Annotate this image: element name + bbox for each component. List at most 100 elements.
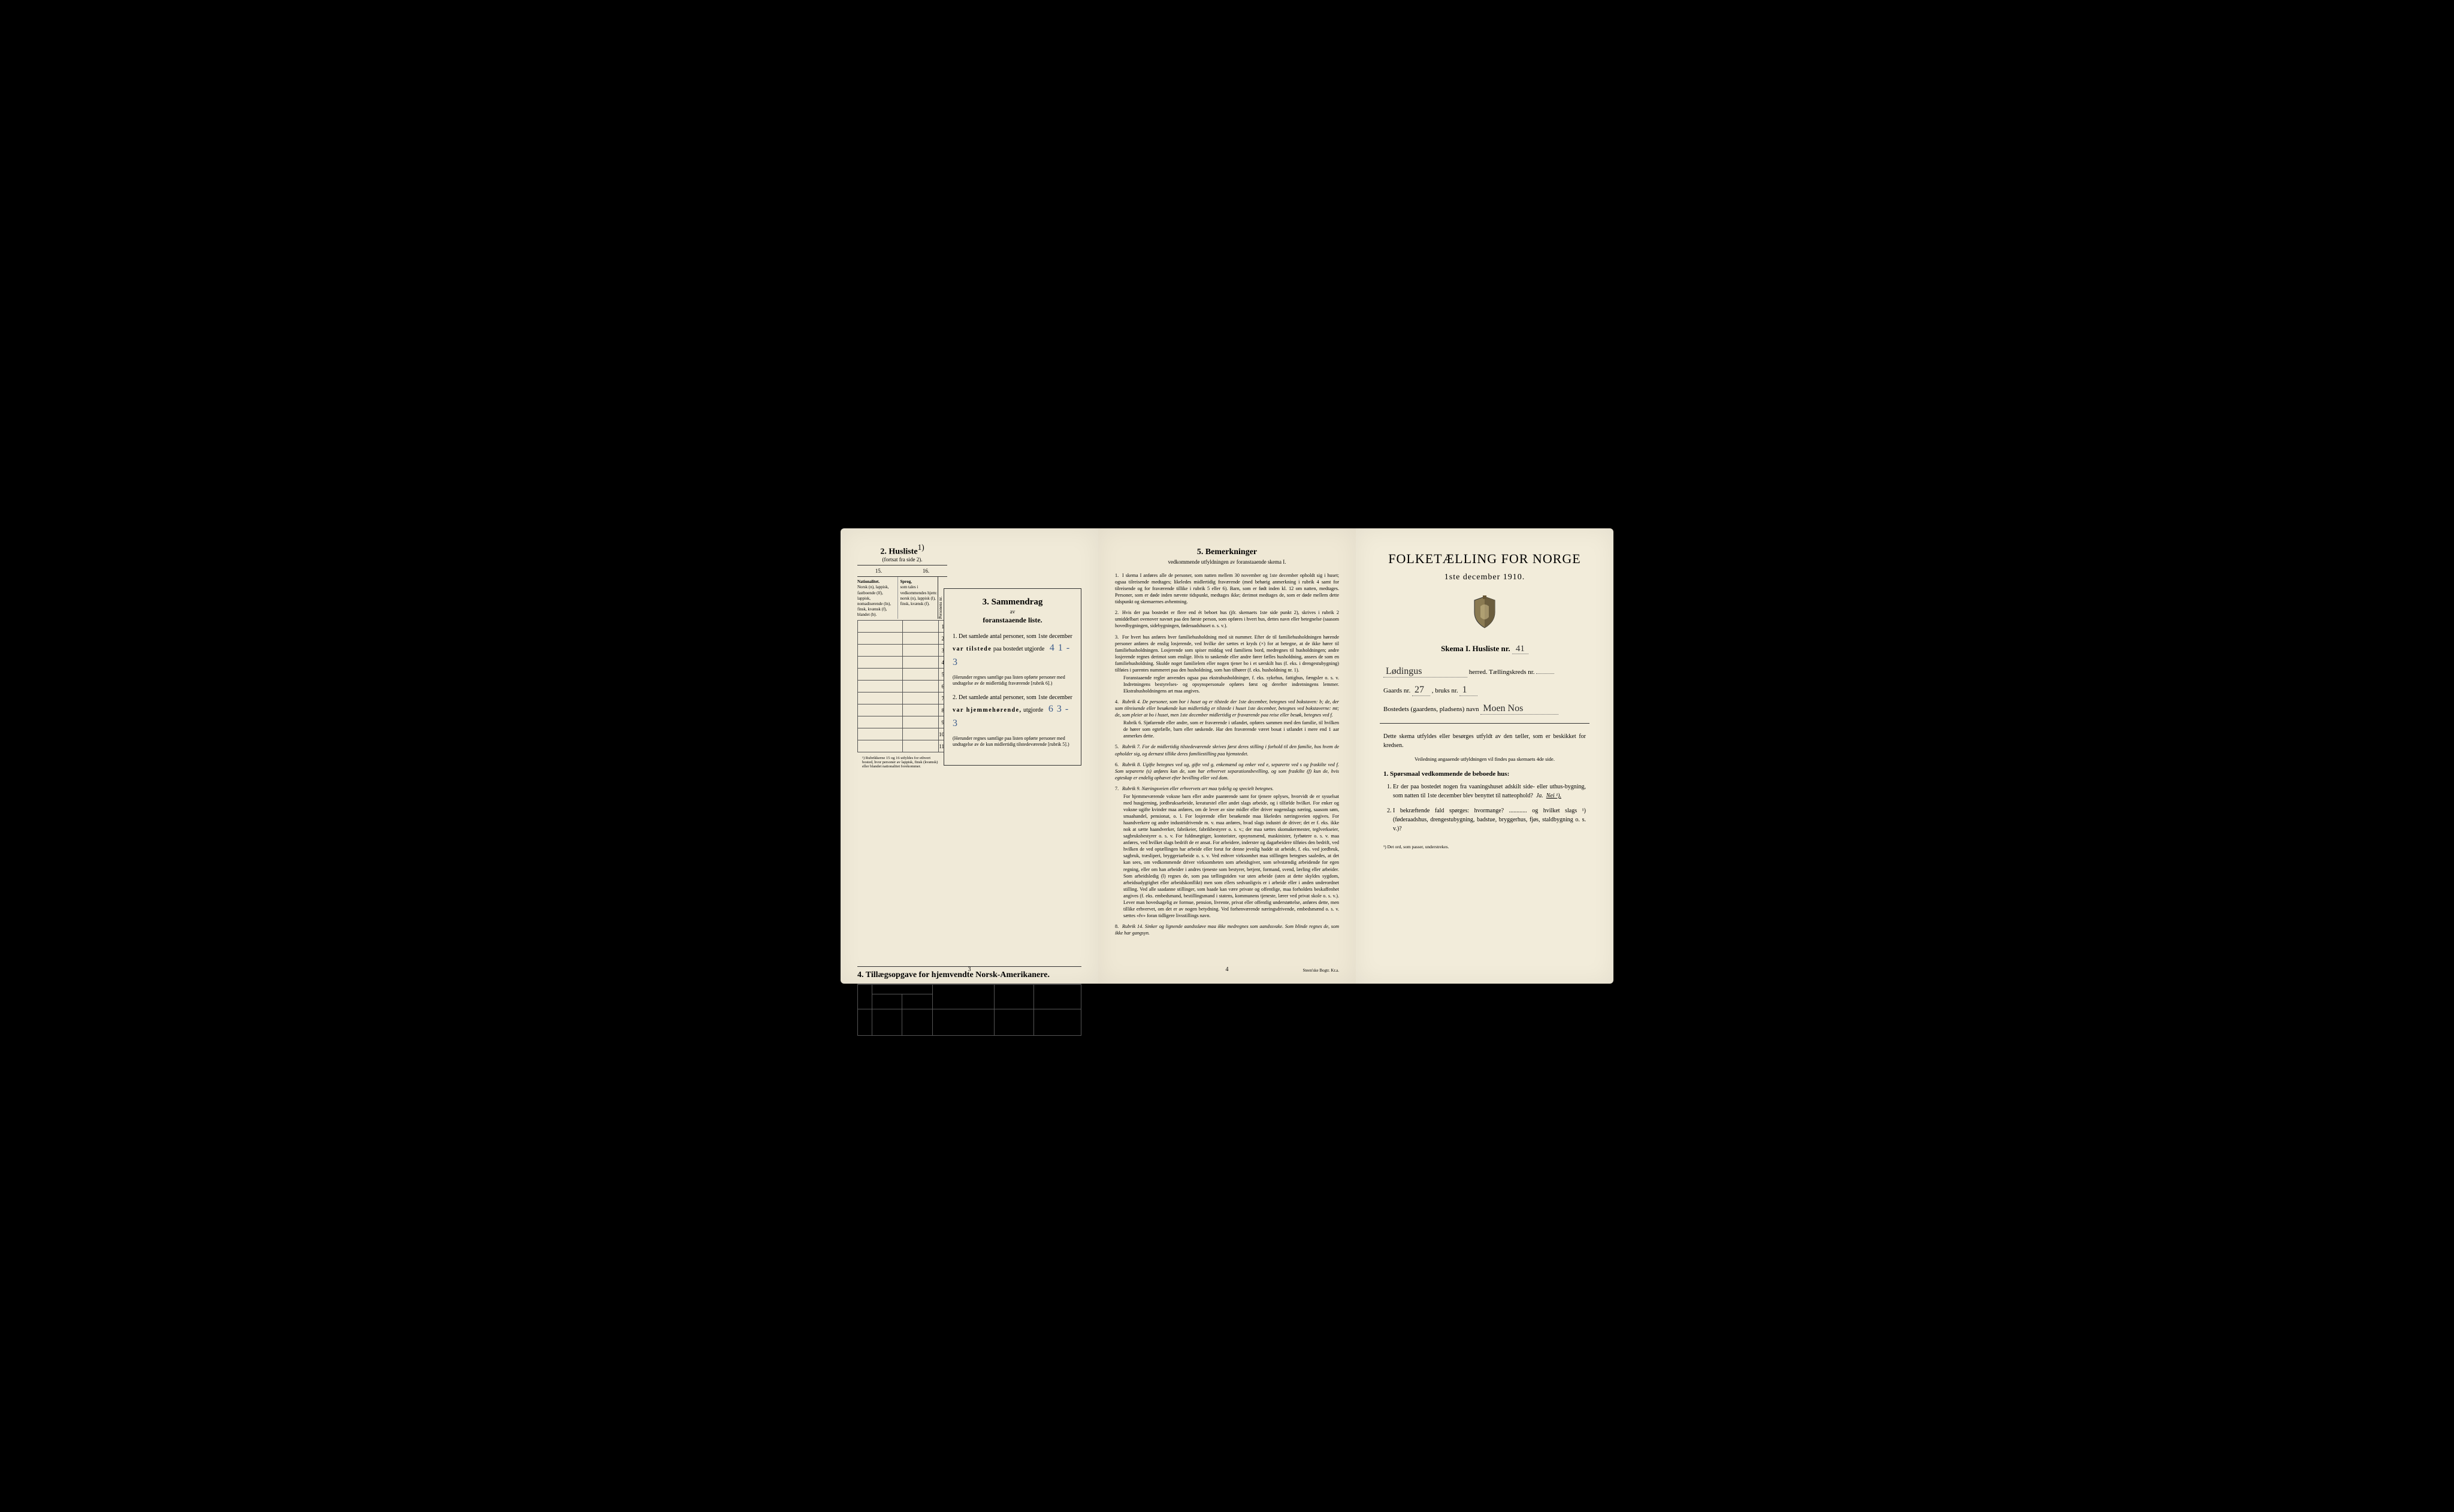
remark-5: 5.Rubrik 7. For de midlertidig tilstedev… <box>1115 743 1339 757</box>
table-header-row: Nr.²) I hvilket aar Fra hvilket bosted (… <box>858 985 1081 994</box>
bruks-nr: 1 <box>1459 685 1477 696</box>
divider <box>1380 723 1589 724</box>
q2-text: I bekræftende fald spørges: hvormange? .… <box>1393 808 1586 832</box>
kreds-nr <box>1536 673 1554 674</box>
section-2-header: 2. Husliste1) (fortsat fra side 2). <box>857 543 947 563</box>
table-row: 5 <box>858 669 947 681</box>
bosted-line: Bostedets (gaardens, pladsens) navn Moen… <box>1383 703 1586 715</box>
remark-text: Rubrik 9. Næringsveien eller erhvervets … <box>1122 786 1274 791</box>
summary-item-1: 1. Det samlede antal personer, som 1ste … <box>953 632 1072 670</box>
remarks-list: 1.I skema I anføres alle de personer, so… <box>1115 572 1339 936</box>
section-2-table: 1 2 3 4 5 6 7 8 9 10 11 <box>857 620 947 752</box>
th-aar: I hvilket aar <box>872 985 933 994</box>
th-bosted: Fra hvilket bosted (ɔ: herred eller by) … <box>933 985 995 1009</box>
section-5-title: 5. Bemerkninger <box>1115 548 1339 557</box>
question-heading: 1. Spørsmaal vedkommende de beboede hus: <box>1383 770 1586 778</box>
remark-8: 8.Rubrik 14. Sinker og lignende aandsslø… <box>1115 923 1339 936</box>
section-4-footnote: ²) ɔ: Det nr. som vedkommende har i fora… <box>857 1051 1081 1057</box>
question-1: Er der paa bostedet nogen fra vaaningshu… <box>1393 782 1586 800</box>
remark-2: 2.Hvis der paa bostedet er flere end ét … <box>1115 609 1339 629</box>
section-2-sup: 1) <box>918 543 924 552</box>
remark-text: Rubrik 7. For de midlertidig tilstedevær… <box>1115 744 1339 756</box>
remark-text: Rubrik 4. De personer, som bor i huset o… <box>1115 699 1339 718</box>
remark-text: Rubrik 8. Ugifte betegnes ved ug, gifte … <box>1115 762 1339 781</box>
q1-ja: Ja. <box>1536 793 1543 799</box>
husliste-nr: 41 <box>1512 644 1528 654</box>
page-3: 2. Husliste1) (fortsat fra side 2). 15. … <box>841 528 1098 984</box>
remark-text: For hvert hus anføres hver familiehushol… <box>1115 634 1339 673</box>
coat-of-arms-icon <box>1373 595 1597 632</box>
section-3-box: 3. Sammendrag av foranstaaende liste. 1.… <box>944 588 1081 766</box>
section-3-sub2: foranstaaende liste. <box>953 616 1072 625</box>
col-16-body: som tales i vedkommendes hjem: norsk (n)… <box>900 585 938 606</box>
col-15-head: Nationalitet. <box>857 579 880 584</box>
section-2-colnums: 15. 16. <box>857 565 947 577</box>
section-2-subtitle: (fortsat fra side 2). <box>857 557 947 563</box>
col-15: 15. <box>857 568 900 574</box>
th-ut: utflyttet fra Norge? <box>872 994 902 1009</box>
remark-1: 1.I skema I anføres alle de personer, so… <box>1115 572 1339 605</box>
page-4: 5. Bemerkninger vedkommende utfyldningen… <box>1098 528 1356 984</box>
section-3-sub1: av <box>953 609 1072 615</box>
instruction-sub: Veiledning angaaende utfyldningen vil fi… <box>1383 756 1586 762</box>
item1-rest: paa bostedet utgjorde <box>993 646 1045 652</box>
remark-sub: Rubrik 6. Sjøfarende eller andre, som er… <box>1115 719 1339 739</box>
remark-sub: For hjemmeværende voksne barn eller andr… <box>1115 793 1339 919</box>
herred-line: Lødingus herred. Tællingskreds nr. <box>1383 666 1586 678</box>
table-row: 8 <box>858 704 947 716</box>
table-row: 10 <box>858 728 947 740</box>
section-4: 4. Tillægsopgave for hjemvendte Norsk-Am… <box>857 966 1081 1057</box>
skema-label: Skema I. Husliste nr. <box>1441 644 1510 653</box>
table-row: 1 <box>858 621 947 633</box>
question-list: Er der paa bostedet nogen fra vaaningshu… <box>1393 782 1586 833</box>
table-row: 2 <box>858 633 947 645</box>
th-stilling: I hvilken stilling arbeidet i Amerika? <box>1034 985 1081 1009</box>
section-2-footnote: ¹) Rubrikkerne 15 og 16 utfyldes for eth… <box>857 756 947 769</box>
table-row: 6 <box>858 681 947 693</box>
section-2-headers: Nationalitet. Norsk (n), lappisk, fastbo… <box>857 577 947 619</box>
section-2-title: 2. Husliste <box>880 547 917 556</box>
bosted-name: Moen Nos <box>1480 703 1558 715</box>
item1-lead: 1. Det samlede antal personer, som 1ste … <box>953 633 1072 640</box>
instruction-text: Dette skema utfyldes eller besørges utfy… <box>1383 732 1586 750</box>
document-spread: 2. Husliste1) (fortsat fra side 2). 15. … <box>841 528 1613 984</box>
th-nr: Nr.²) <box>858 985 872 1009</box>
section-4-table: Nr.²) I hvilket aar Fra hvilket bosted (… <box>857 984 1081 1036</box>
skema-line: Skema I. Husliste nr. 41 <box>1373 644 1597 654</box>
note-2: (Herunder regnes samtlige paa listen opf… <box>953 736 1072 748</box>
herred-label: herred. Tællingskreds nr. <box>1469 669 1535 676</box>
page-number: 3 <box>841 966 1098 973</box>
remark-text: I skema I anføres alle de personer, som … <box>1115 573 1339 604</box>
remark-text: Rubrik 14. Sinker og lignende aandssløve… <box>1115 924 1339 936</box>
note-1: (Herunder regnes samtlige paa listen opf… <box>953 675 1072 687</box>
question-2: I bekræftende fald spørges: hvormange? .… <box>1393 806 1586 833</box>
remark-4: 4.Rubrik 4. De personer, som bor i huset… <box>1115 698 1339 739</box>
herred-name: Lødingus <box>1383 666 1467 678</box>
q1-nei: Nei ¹). <box>1546 793 1561 799</box>
col-16-head: Sprog, <box>900 579 912 584</box>
section-5-subtitle: vedkommende utfyldningen av foranstaaend… <box>1115 559 1339 565</box>
bruks-label: , bruks nr. <box>1432 687 1458 694</box>
gaard-line: Gaards nr. 27 , bruks nr. 1 <box>1383 685 1586 696</box>
page-1-cover: FOLKETÆLLING FOR NORGE 1ste december 191… <box>1356 528 1613 984</box>
table-row: 3 <box>858 645 947 657</box>
bosted-label: Bostedets (gaardens, pladsens) navn <box>1383 706 1479 713</box>
gaard-label: Gaards nr. <box>1383 687 1410 694</box>
col-16-text: Sprog, som tales i vedkommendes hjem: no… <box>897 577 938 619</box>
table-row: 9 <box>858 716 947 728</box>
item2-bold: var hjemmehørende, <box>953 707 1022 713</box>
printer-credit: Steen'ske Bogtr. Kr.a. <box>1302 968 1339 973</box>
remark-3: 3.For hvert hus anføres hver familiehush… <box>1115 634 1339 695</box>
remark-6: 6.Rubrik 8. Ugifte betegnes ved ug, gift… <box>1115 761 1339 781</box>
table-row <box>858 1009 1081 1036</box>
col-15-text: Nationalitet. Norsk (n), lappisk, fastbo… <box>857 577 897 619</box>
th-amerika: Hvor sidst bosat i Amerika? <box>995 985 1034 1009</box>
remark-7: 7.Rubrik 9. Næringsveien eller erhvervet… <box>1115 785 1339 919</box>
table-row: 4 <box>858 657 947 669</box>
table-row: 11 <box>858 740 947 752</box>
section-3-title: 3. Sammendrag <box>953 597 1072 607</box>
gaard-nr: 27 <box>1412 685 1430 696</box>
remark-sub: Foranstaaende regler anvendes ogsaa paa … <box>1115 675 1339 694</box>
th-ig: igjen bosat i Norge? <box>902 994 933 1009</box>
item2-lead: 2. Det samlede antal personer, som 1ste … <box>953 694 1072 701</box>
